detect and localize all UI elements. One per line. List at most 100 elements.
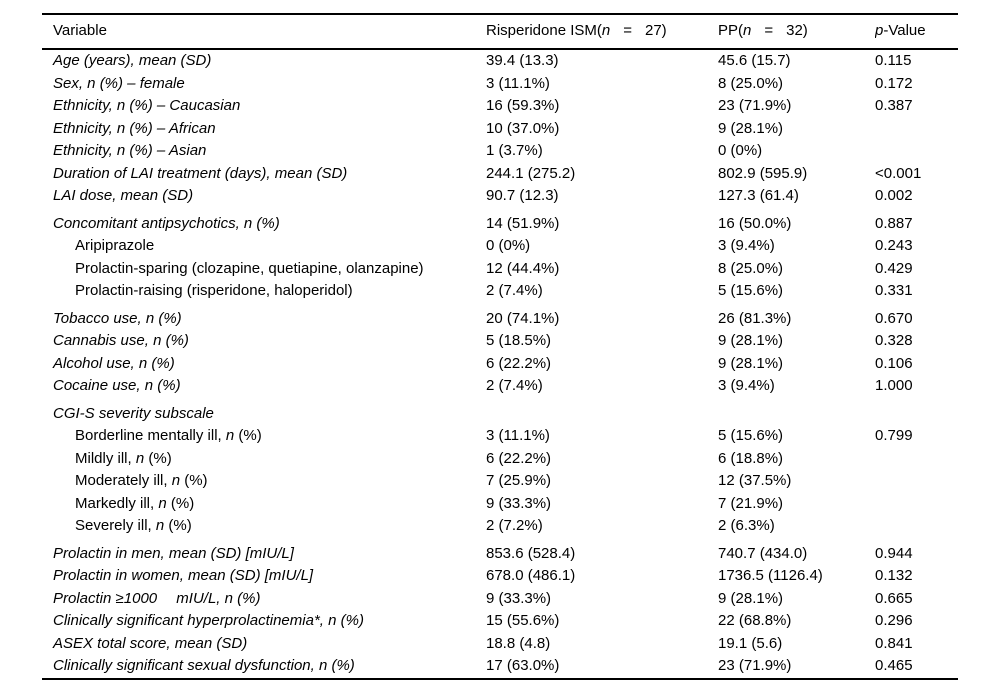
table-row: Duration of LAI treatment (days), mean (… <box>42 163 958 186</box>
pp-value: 23 (71.9%) <box>718 657 792 674</box>
pp-value: 6 (18.8%) <box>718 449 784 467</box>
variable-label: Clinically significant hyperprolactinemi… <box>53 612 364 629</box>
p-value: 0.887 <box>875 214 913 232</box>
variable-label: Cocaine use, n (%) <box>53 377 181 394</box>
pp-value: 26 (81.3%) <box>718 309 792 327</box>
variable-label: Ethnicity, n (%) – Caucasian <box>53 97 241 114</box>
variable-label: Alcohol use, n (%) <box>53 354 175 372</box>
risperidone-ism-value: 6 (22.2%) <box>486 354 552 372</box>
pp-value: 8 (25.0%) <box>718 259 784 277</box>
table-row: Prolactin in women, mean (SD) [mIU/L] 678… <box>42 565 958 588</box>
table-row: Age (years), mean (SD) 39.4 (13.3) 45.6 (1… <box>42 49 958 73</box>
table-row: Tobacco use, n (%) 20 (74.1%) 26 (81.3%) 0.… <box>42 303 958 331</box>
table-row: Mildly ill, n (%) 6 (22.2%) 6 (18.8%) <box>42 448 958 471</box>
pp-value: 19.1 (5.6) <box>718 634 783 652</box>
pp-value: 2 (6.3%) <box>718 517 775 534</box>
pp-value: 9 (28.1%) <box>718 119 784 137</box>
pp-value: 0 (0%) <box>718 142 763 159</box>
baseline-characteristics-table: Variable Risperidone ISM(n = 27) PP(n = 32) p-V… <box>42 13 958 680</box>
p-value: 0.002 <box>875 187 913 204</box>
table-row: CGI-S severity subscale <box>42 398 958 426</box>
p-value: 0.665 <box>875 589 913 607</box>
table-row: Prolactin ≥1000 mIU/L, n (%) 9 (33.3%) 9 (… <box>42 588 958 611</box>
p-value: 0.115 <box>875 52 912 69</box>
table-row: Borderline mentally ill, n (%) 3 (11.1%) 5… <box>42 425 958 448</box>
pp-value <box>718 398 875 426</box>
table-row: Cocaine use, n (%) 2 (7.4%) 3 (9.4%) 1.000 <box>42 375 958 398</box>
pp-value: 9 (28.1%) <box>718 332 784 349</box>
table-row: Concomitant antipsychotics, n (%) 14 (51.… <box>42 208 958 236</box>
variable-label: Ethnicity, n (%) – African <box>53 119 216 137</box>
p-value <box>875 448 958 471</box>
pp-value: 3 (9.4%) <box>718 377 775 394</box>
pp-value: 740.7 (434.0) <box>718 544 808 562</box>
variable-label: CGI-S severity subscale <box>53 404 214 422</box>
header-row: Variable Risperidone ISM(n = 27) PP(n = 32) p-V… <box>42 14 958 49</box>
risperidone-ism-value: 2 (7.4%) <box>486 377 543 394</box>
variable-label: Age (years), mean (SD) <box>53 52 212 69</box>
variable-label: Moderately ill, n (%) <box>75 472 208 489</box>
risperidone-ism-value: 14 (51.9%) <box>486 214 560 232</box>
risperidone-ism-value: 6 (22.2%) <box>486 449 552 467</box>
p-value: 0.387 <box>875 97 913 114</box>
table-row: Prolactin in men, mean (SD) [mIU/L] 853.6… <box>42 538 958 566</box>
pp-value: 802.9 (595.9) <box>718 164 808 182</box>
p-value <box>875 118 958 141</box>
risperidone-ism-value: 2 (7.4%) <box>486 282 543 299</box>
risperidone-ism-value: 16 (59.3%) <box>486 97 560 114</box>
risperidone-ism-value: 10 (37.0%) <box>486 119 560 137</box>
column-header-pp: PP(n = 32) <box>718 22 808 39</box>
risperidone-ism-value: 853.6 (528.4) <box>486 544 576 562</box>
table-row: Aripiprazole 0 (0%) 3 (9.4%) 0.243 <box>42 235 958 258</box>
pp-value: 1736.5 (1126.4) <box>718 567 823 584</box>
variable-label: Sex, n (%) – female <box>53 74 185 92</box>
p-value: 0.331 <box>875 282 913 299</box>
column-header-risperidone-ism: Risperidone ISM(n = 27) <box>486 22 667 39</box>
table-header: Variable Risperidone ISM(n = 27) PP(n = 32) p-V… <box>42 14 958 49</box>
risperidone-ism-value: 678.0 (486.1) <box>486 567 576 584</box>
table-row: Alcohol use, n (%) 6 (22.2%) 9 (28.1%) 0.10… <box>42 353 958 376</box>
risperidone-ism-value: 0 (0%) <box>486 237 531 254</box>
risperidone-ism-value: 3 (11.1%) <box>486 427 550 444</box>
risperidone-ism-value: 3 (11.1%) <box>486 74 550 92</box>
variable-label: Concomitant antipsychotics, n (%) <box>53 214 280 232</box>
variable-label: Aripiprazole <box>75 237 155 254</box>
risperidone-ism-value: 1 (3.7%) <box>486 142 543 159</box>
table-row: Ethnicity, n (%) – African 10 (37.0%) 9 (2… <box>42 118 958 141</box>
risperidone-ism-value: 2 (7.2%) <box>486 517 543 534</box>
table-row: Ethnicity, n (%) – Caucasian 16 (59.3%) 23… <box>42 95 958 118</box>
p-value: 0.944 <box>875 544 913 562</box>
p-value: 0.243 <box>875 237 913 254</box>
table-body: Age (years), mean (SD) 39.4 (13.3) 45.6 (1… <box>42 49 958 679</box>
p-value: 0.799 <box>875 427 913 444</box>
p-value <box>875 398 958 426</box>
pp-value: 22 (68.8%) <box>718 612 792 629</box>
p-value: 0.429 <box>875 259 913 277</box>
document-page: Variable Risperidone ISM(n = 27) PP(n = 32) p-V… <box>42 13 958 680</box>
risperidone-ism-value: 20 (74.1%) <box>486 309 560 327</box>
risperidone-ism-value: 9 (33.3%) <box>486 494 552 512</box>
p-value: 1.000 <box>875 377 913 394</box>
variable-label: Severely ill, n (%) <box>75 517 192 534</box>
variable-label: Prolactin-raising (risperidone, haloperi… <box>75 282 353 299</box>
risperidone-ism-value <box>486 398 718 426</box>
pp-value: 9 (28.1%) <box>718 354 784 372</box>
table-row: Severely ill, n (%) 2 (7.2%) 2 (6.3%) <box>42 515 958 538</box>
table-row: Ethnicity, n (%) – Asian 1 (3.7%) 0 (0%) <box>42 140 958 163</box>
pp-value: 3 (9.4%) <box>718 237 775 254</box>
risperidone-ism-value: 17 (63.0%) <box>486 657 560 674</box>
risperidone-ism-value: 7 (25.9%) <box>486 472 552 489</box>
p-value: 0.670 <box>875 309 913 327</box>
table-row: Prolactin-raising (risperidone, haloperi… <box>42 280 958 303</box>
variable-label: Clinically significant sexual dysfunctio… <box>53 657 355 674</box>
variable-label: Prolactin-sparing (clozapine, quetiapine… <box>75 259 424 277</box>
risperidone-ism-value: 90.7 (12.3) <box>486 187 559 204</box>
table-row: ASEX total score, mean (SD) 18.8 (4.8) 19.… <box>42 633 958 656</box>
risperidone-ism-value: 12 (44.4%) <box>486 259 560 277</box>
pp-value: 23 (71.9%) <box>718 97 792 114</box>
pp-value: 12 (37.5%) <box>718 472 792 489</box>
column-header-p-value: p-Value <box>875 22 926 39</box>
variable-label: LAI dose, mean (SD) <box>53 187 194 204</box>
table-row: Clinically significant hyperprolactinemi… <box>42 610 958 633</box>
variable-label: Duration of LAI treatment (days), mean (… <box>53 164 348 182</box>
